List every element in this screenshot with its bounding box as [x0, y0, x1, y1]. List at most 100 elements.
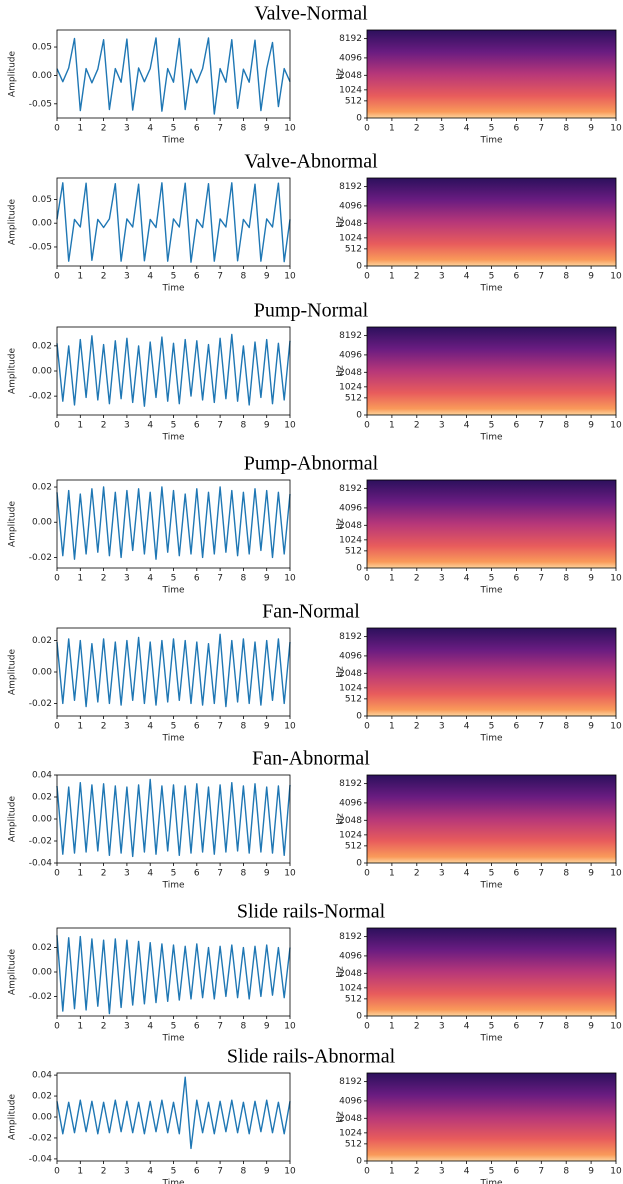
x-tick-label: 0	[364, 124, 370, 134]
y-tick-label: 0.00	[32, 668, 52, 678]
x-tick-label: 7	[538, 574, 544, 584]
x-tick-label: 5	[171, 421, 177, 431]
x-tick-label: 9	[588, 722, 594, 732]
y-tick-label: 4096	[339, 951, 362, 961]
x-tick-label: 4	[464, 272, 470, 282]
x-tick-label: 10	[610, 574, 622, 584]
x-tick-label: 9	[264, 722, 270, 732]
y-tick-label: 2048	[339, 368, 362, 378]
x-tick-label: 0	[54, 722, 60, 732]
x-axis-label: Time	[479, 136, 502, 146]
y-axis-label: Hz	[336, 216, 346, 228]
x-tick-label: 10	[284, 1167, 296, 1177]
y-axis-label: Hz	[336, 365, 346, 377]
spectrogram-image	[367, 1073, 616, 1161]
x-tick-label: 0	[364, 574, 370, 584]
x-tick-label: 6	[514, 1022, 520, 1032]
y-tick-label: 0.00	[32, 219, 52, 229]
x-tick-label: 4	[464, 421, 470, 431]
y-tick-label: -0.02	[29, 392, 52, 402]
x-tick-label: 9	[588, 1167, 594, 1177]
y-tick-label: 0.00	[32, 71, 52, 81]
y-tick-label: 4096	[339, 350, 362, 360]
x-axis-label: Time	[161, 586, 184, 596]
x-tick-label: 1	[389, 574, 395, 584]
x-tick-label: 8	[563, 421, 569, 431]
y-tick-label: 4096	[339, 503, 362, 513]
y-tick-label: 4096	[339, 651, 362, 661]
x-tick-label: 6	[514, 574, 520, 584]
x-tick-label: 5	[489, 722, 495, 732]
x-tick-label: 0	[364, 1022, 370, 1032]
y-tick-label: 8192	[339, 632, 362, 642]
y-tick-label: 1024	[339, 382, 362, 392]
x-tick-label: 2	[414, 421, 420, 431]
x-tick-label: 7	[538, 272, 544, 282]
y-tick-label: 4096	[339, 1096, 362, 1106]
x-tick-label: 10	[284, 869, 296, 879]
y-tick-label: 512	[345, 994, 362, 1004]
x-axis-label: Time	[479, 433, 502, 443]
x-tick-label: 10	[610, 722, 622, 732]
x-axis-label: Time	[161, 1034, 184, 1044]
x-tick-label: 8	[241, 574, 247, 584]
x-tick-label: 7	[217, 272, 223, 282]
y-tick-label: 1024	[339, 830, 362, 840]
spectrogram-image	[367, 775, 616, 863]
x-tick-label: 0	[54, 272, 60, 282]
x-tick-label: 5	[171, 869, 177, 879]
x-tick-label: 10	[284, 421, 296, 431]
y-tick-label: 4096	[339, 53, 362, 63]
x-tick-label: 2	[101, 421, 107, 431]
x-tick-label: 9	[588, 421, 594, 431]
x-tick-label: 7	[538, 124, 544, 134]
x-tick-label: 1	[389, 1167, 395, 1177]
x-tick-label: 10	[284, 722, 296, 732]
x-tick-label: 8	[241, 722, 247, 732]
x-tick-label: 8	[563, 574, 569, 584]
x-tick-label: 8	[563, 1022, 569, 1032]
x-tick-label: 8	[563, 1167, 569, 1177]
x-tick-label: 1	[389, 869, 395, 879]
x-tick-label: 6	[514, 1167, 520, 1177]
x-tick-label: 9	[588, 574, 594, 584]
x-tick-label: 10	[284, 1022, 296, 1032]
x-tick-label: 10	[284, 272, 296, 282]
x-tick-label: 5	[171, 574, 177, 584]
chart-title: Valve-Normal	[254, 3, 368, 25]
x-tick-label: 3	[439, 1167, 445, 1177]
x-tick-label: 7	[538, 421, 544, 431]
spectrogram-image	[367, 628, 616, 716]
y-tick-label: 0.05	[32, 195, 52, 205]
y-tick-label: 1024	[339, 683, 362, 693]
y-tick-label: 4096	[339, 201, 362, 211]
x-tick-label: 6	[194, 869, 200, 879]
x-tick-label: 3	[439, 869, 445, 879]
y-tick-label: 4096	[339, 798, 362, 808]
chart-title: Pump-Normal	[254, 300, 369, 322]
y-tick-label: 0	[356, 1012, 362, 1022]
x-tick-label: 2	[101, 722, 107, 732]
y-axis-label: Amplitude	[8, 1093, 18, 1140]
x-tick-label: 2	[101, 869, 107, 879]
y-tick-label: 0	[356, 1157, 362, 1167]
x-tick-label: 5	[171, 272, 177, 282]
x-tick-label: 6	[194, 1022, 200, 1032]
x-tick-label: 5	[171, 124, 177, 134]
y-tick-label: 0.02	[32, 1092, 52, 1102]
x-tick-label: 8	[241, 124, 247, 134]
x-tick-label: 8	[563, 272, 569, 282]
y-tick-label: -0.04	[29, 859, 53, 869]
x-tick-label: 3	[124, 1167, 130, 1177]
x-tick-label: 3	[124, 272, 130, 282]
x-tick-label: 4	[464, 869, 470, 879]
chart-title: Pump-Abnormal	[244, 453, 379, 475]
x-tick-label: 4	[464, 722, 470, 732]
x-tick-label: 9	[264, 1167, 270, 1177]
y-tick-label: 512	[345, 1139, 362, 1149]
x-tick-label: 9	[264, 1022, 270, 1032]
x-tick-label: 6	[194, 421, 200, 431]
y-tick-label: 0.00	[32, 367, 52, 377]
x-tick-label: 6	[194, 272, 200, 282]
